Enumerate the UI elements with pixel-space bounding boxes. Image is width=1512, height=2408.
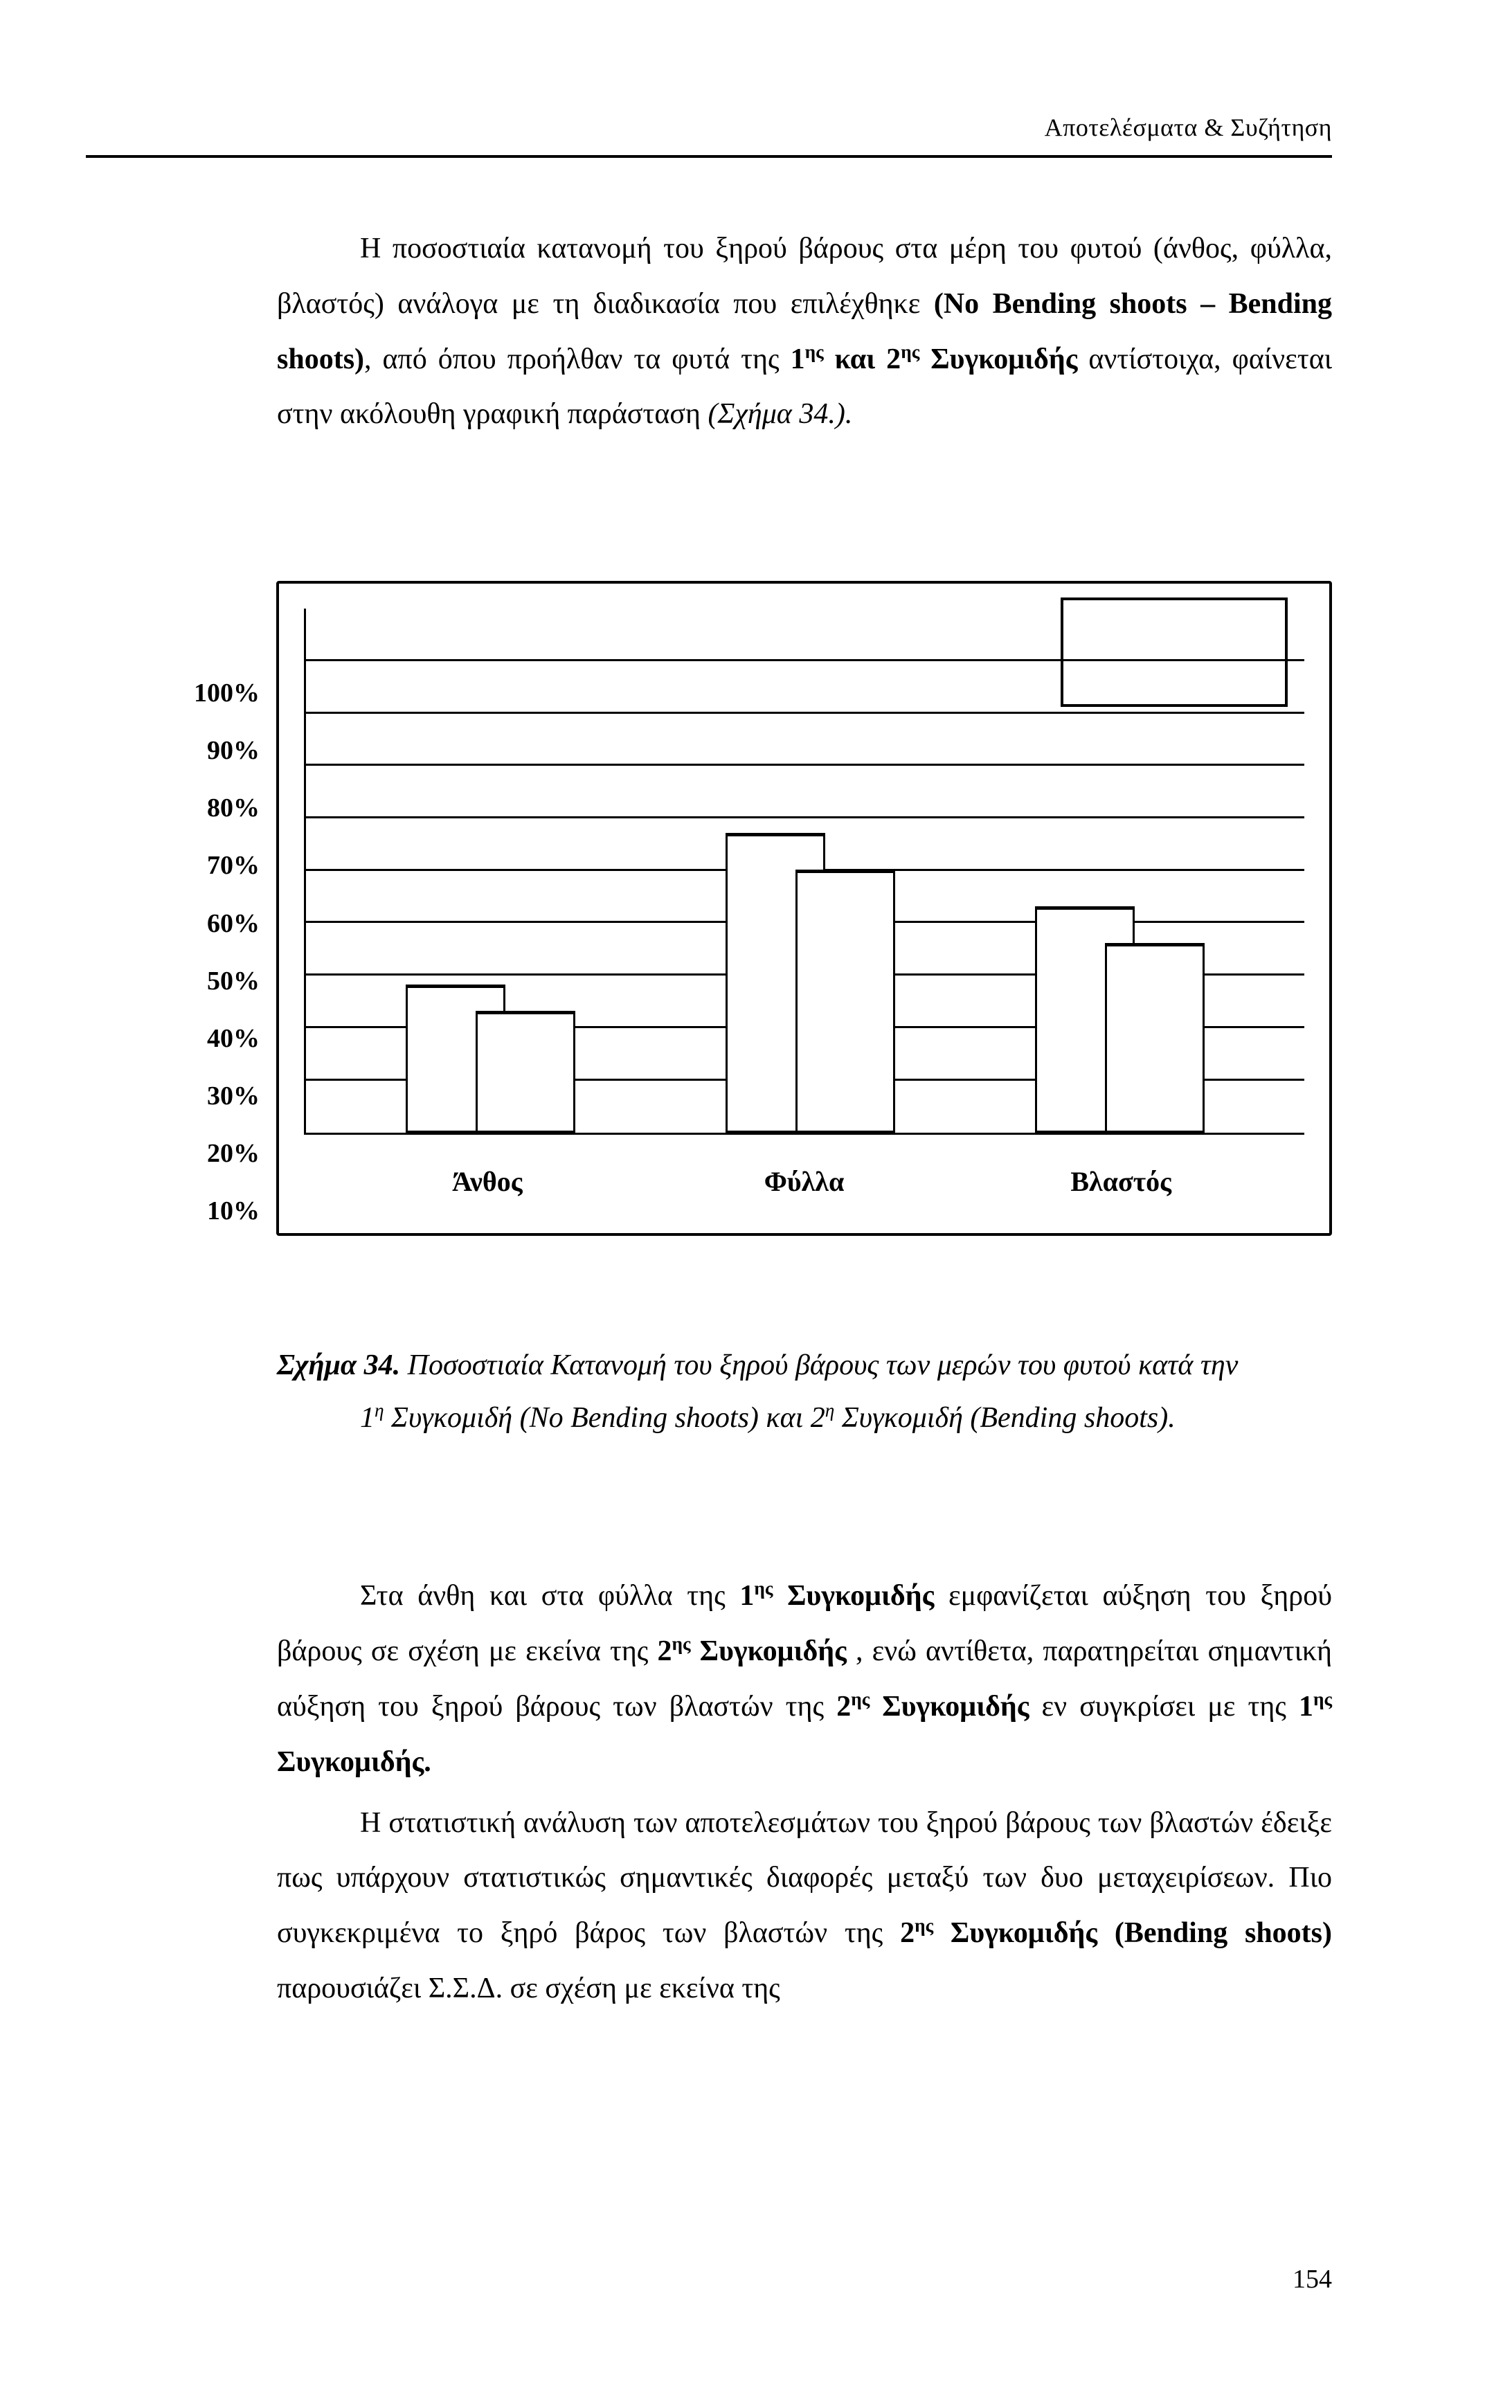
bar-top-edge xyxy=(476,1011,575,1014)
bar-top-edge xyxy=(726,833,825,836)
y-tick-label: 50% xyxy=(207,956,260,1006)
x-category-label: Φύλλα xyxy=(646,1156,963,1208)
chart: 100%90%80%70%60%50%40%30%20%10% ΆνθοςΦύλ… xyxy=(277,581,1332,1236)
y-axis-labels: 100% 90% 80% 70% 60% 50% 40% 30% 20% 10% xyxy=(194,668,276,1236)
body-paragraph-2: Η στατιστική ανάλυση των αποτελεσμάτων τ… xyxy=(277,1796,1332,2017)
y-tick-label: 90% xyxy=(207,726,260,775)
text-bold: 1ης και 2ης Συγκομιδής xyxy=(791,343,1078,375)
text-bold: 1ης Συγκομιδής xyxy=(739,1580,934,1612)
y-tick-label: 60% xyxy=(207,899,260,949)
x-axis-labels: ΆνθοςΦύλλαΒλαστός xyxy=(304,1156,1304,1208)
bar xyxy=(795,871,895,1133)
y-tick-label: 80% xyxy=(207,783,260,833)
bar-top-edge xyxy=(1035,906,1135,910)
text-bold: 2ης Συγκομιδής xyxy=(836,1691,1029,1723)
bar-top-edge xyxy=(406,985,505,988)
x-category-label: Βλαστός xyxy=(962,1156,1279,1208)
text: Στα άνθη και στα φύλλα της xyxy=(360,1580,739,1612)
figure-caption: Σχήμα 34. Ποσοστιαία Κατανομή του ξηρού … xyxy=(277,1340,1332,1444)
bar-top-edge xyxy=(1105,943,1205,946)
gridline xyxy=(306,659,1304,661)
gridline xyxy=(306,712,1304,714)
text-bold: 2ης Συγκομιδής xyxy=(658,1635,847,1667)
body-paragraph-1: Στα άνθη και στα φύλλα της 1ης Συγκομιδή… xyxy=(277,1569,1332,1790)
plot-area xyxy=(304,609,1304,1135)
plot-frame: ΆνθοςΦύλλαΒλαστός xyxy=(276,581,1332,1236)
caption-text: Ποσοστιαία Κατανομή του ξηρού βάρους των… xyxy=(400,1349,1238,1381)
y-tick-label: 30% xyxy=(207,1071,260,1121)
text-ref: (Σχήμα 34.). xyxy=(708,398,852,430)
caption-label: Σχήμα 34. xyxy=(277,1349,400,1381)
text-bold: 2ης Συγκομιδής (Bending shoots) xyxy=(900,1917,1332,1949)
page-number: 154 xyxy=(1293,2254,1332,2304)
gridline xyxy=(306,816,1304,818)
y-tick-label: 20% xyxy=(207,1129,260,1178)
bar xyxy=(1105,944,1205,1133)
text: παρουσιάζει Σ.Σ.Δ. σε σχέση με εκείνα τη… xyxy=(277,1973,780,2004)
caption-text: 1η Συγκομιδή (No Bending shoots) και 2η … xyxy=(360,1402,1176,1434)
bar xyxy=(476,1012,575,1133)
y-tick-label: 70% xyxy=(207,841,260,890)
y-tick-label: 10% xyxy=(207,1186,260,1236)
x-category-label: Άνθος xyxy=(329,1156,646,1208)
y-tick-label: 100% xyxy=(194,668,260,718)
bar-top-edge xyxy=(795,870,895,873)
text: εν συγκρίσει με της xyxy=(1029,1691,1299,1723)
intro-paragraph: Η ποσοστιαία κατανομή του ξηρού βάρους σ… xyxy=(277,222,1332,442)
gridline xyxy=(306,764,1304,766)
text: , από όπου προήλθαν τα φυτά της xyxy=(364,343,791,375)
y-tick-label: 40% xyxy=(207,1014,260,1063)
running-head: Αποτελέσματα & Συζήτηση xyxy=(86,104,1332,158)
